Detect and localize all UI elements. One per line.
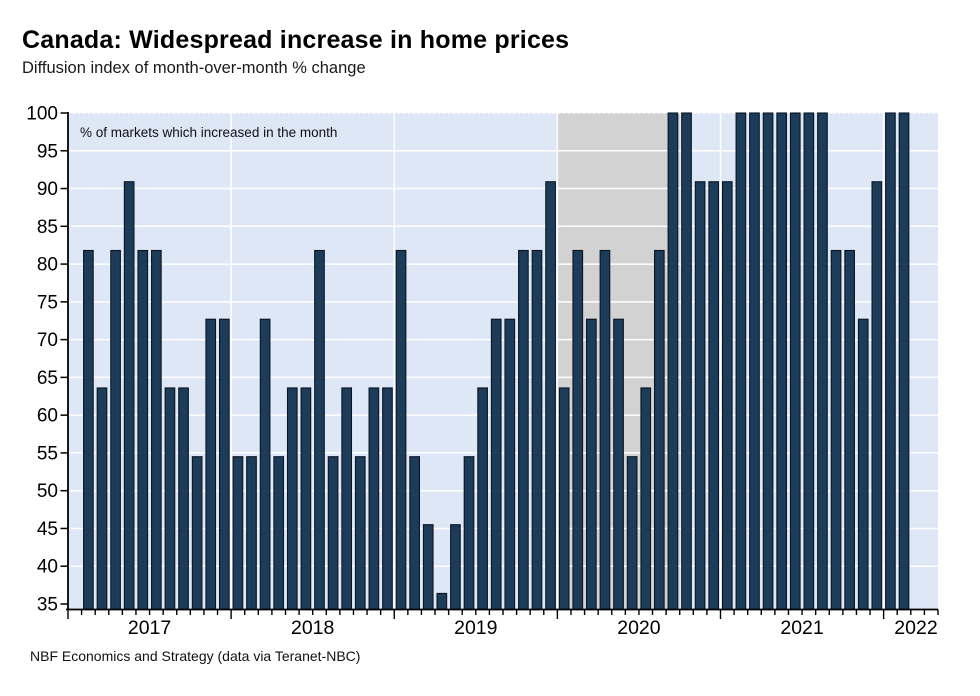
bar-2018-10	[354, 456, 366, 611]
bar-2019-11	[531, 249, 543, 611]
bar-2017-10	[191, 456, 203, 611]
y-tick-label: 50	[37, 481, 58, 502]
bar-2020-12	[708, 181, 720, 611]
bar-2021-02	[735, 112, 747, 611]
bar-2021-10	[844, 249, 855, 611]
bar-2017-12	[218, 318, 230, 611]
bar-2018-04	[273, 456, 285, 611]
bar-2018-02	[246, 456, 257, 611]
bar-2019-09	[504, 318, 516, 611]
y-tick-label: 55	[37, 443, 58, 464]
x-year-label: 2018	[291, 617, 334, 639]
bar-2021-07	[803, 112, 815, 611]
bar-2017-09	[178, 387, 189, 611]
bar-2021-04	[762, 112, 774, 611]
y-tick-label: 45	[37, 519, 58, 540]
y-tick-label: 90	[37, 179, 58, 200]
bar-2020-04	[599, 249, 611, 611]
bar-2020-02	[572, 249, 584, 611]
y-tick-label: 35	[37, 595, 58, 616]
bar-2022-02	[898, 112, 910, 611]
bar-2021-05	[776, 112, 788, 611]
source-note: NBF Economics and Strategy (data via Ter…	[30, 648, 361, 664]
x-year-label: 2022	[894, 617, 937, 639]
bar-2020-11	[694, 181, 706, 611]
y-tick-label: 100	[26, 104, 58, 125]
x-year-label: 2017	[128, 617, 171, 639]
bar-2018-09	[341, 387, 353, 611]
bar-2019-01	[395, 249, 407, 611]
bar-2020-03	[586, 318, 597, 611]
bar-2018-11	[368, 387, 380, 611]
bar-2017-11	[205, 318, 217, 611]
bar-2022-01	[885, 112, 896, 611]
bar-2019-12	[545, 181, 556, 611]
x-year-label: 2021	[780, 617, 823, 639]
y-tick-label: 95	[37, 141, 58, 162]
x-year-label: 2020	[617, 617, 661, 639]
bar-2018-03	[259, 318, 271, 611]
x-year-label: 2019	[454, 617, 497, 639]
bar-2021-12	[871, 181, 883, 611]
plot-annotation: % of markets which increased in the mont…	[80, 125, 337, 140]
bar-2017-08	[164, 387, 176, 611]
bar-2019-08	[490, 318, 502, 611]
bar-2021-09	[830, 249, 842, 611]
bar-2017-04	[110, 249, 121, 611]
bar-2017-05	[123, 181, 135, 611]
bar-2018-12	[382, 387, 393, 611]
bar-2021-06	[789, 112, 801, 611]
bar-2017-06	[137, 249, 149, 611]
bar-2020-09	[667, 112, 679, 611]
chart-title: Canada: Widespread increase in home pric…	[22, 26, 570, 54]
y-tick-label: 65	[37, 368, 58, 389]
bar-2018-07	[314, 249, 325, 611]
bar-2019-03	[422, 524, 434, 611]
bar-2020-08	[653, 249, 665, 611]
bar-2019-05	[450, 524, 461, 611]
bar-2020-05	[613, 318, 624, 611]
bar-2018-05	[286, 387, 298, 611]
bar-2019-10	[518, 249, 529, 611]
bar-2018-08	[327, 456, 339, 611]
y-tick-label: 60	[37, 406, 58, 427]
bar-2021-08	[817, 112, 828, 611]
bar-2019-04	[436, 592, 448, 611]
bar-2020-01	[558, 387, 570, 611]
y-tick-label: 85	[37, 217, 58, 238]
chart-subtitle: Diffusion index of month-over-month % ch…	[22, 59, 366, 77]
y-tick-label: 80	[37, 255, 58, 276]
y-tick-label: 70	[37, 330, 58, 351]
bar-2019-06	[463, 456, 475, 611]
bar-2018-06	[300, 387, 312, 611]
bar-2019-02	[409, 456, 420, 611]
bar-2019-07	[477, 387, 488, 611]
y-tick-label: 75	[37, 292, 58, 313]
y-tick-label: 40	[37, 557, 58, 578]
bar-2021-11	[857, 318, 869, 611]
bar-2021-03	[749, 112, 760, 611]
bar-2018-01	[232, 456, 244, 611]
bar-2020-07	[640, 387, 652, 611]
bar-2017-03	[96, 387, 108, 611]
bar-2017-07	[151, 249, 162, 611]
bar-2017-02	[83, 249, 94, 611]
bar-2020-06	[626, 456, 638, 611]
bar-2021-01	[721, 181, 733, 611]
bar-2020-10	[681, 112, 692, 611]
